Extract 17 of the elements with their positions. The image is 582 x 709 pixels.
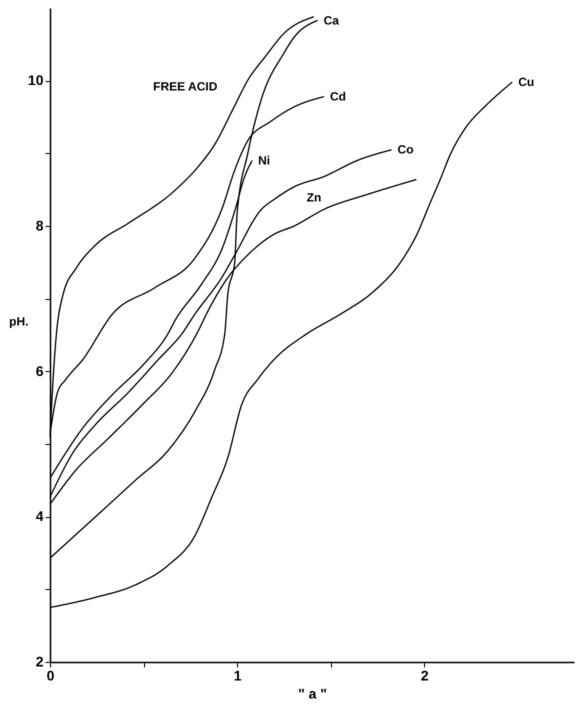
y-tick-label: 6 [36,362,44,379]
series-label: Co [398,142,414,157]
series-label: Cu [518,75,534,90]
x-tick-label: 0 [46,668,55,684]
y-tick-label: 4 [36,508,44,524]
y-tick-label: 2 [36,654,44,670]
x-tick-label: 1 [234,668,242,684]
series-label: FREE ACID [153,79,218,94]
y-tick-label: 10 [28,72,44,88]
series-label: Zn [306,190,322,204]
y-tick-label: 8 [36,218,44,234]
series-label: Cd [330,90,346,104]
y-axis-title: pH. [9,314,28,328]
series-label: Ca [324,13,340,28]
x-tick-label: 2 [420,668,429,684]
x-axis-title: " a " [298,686,327,702]
series-label: Ni [258,154,270,168]
